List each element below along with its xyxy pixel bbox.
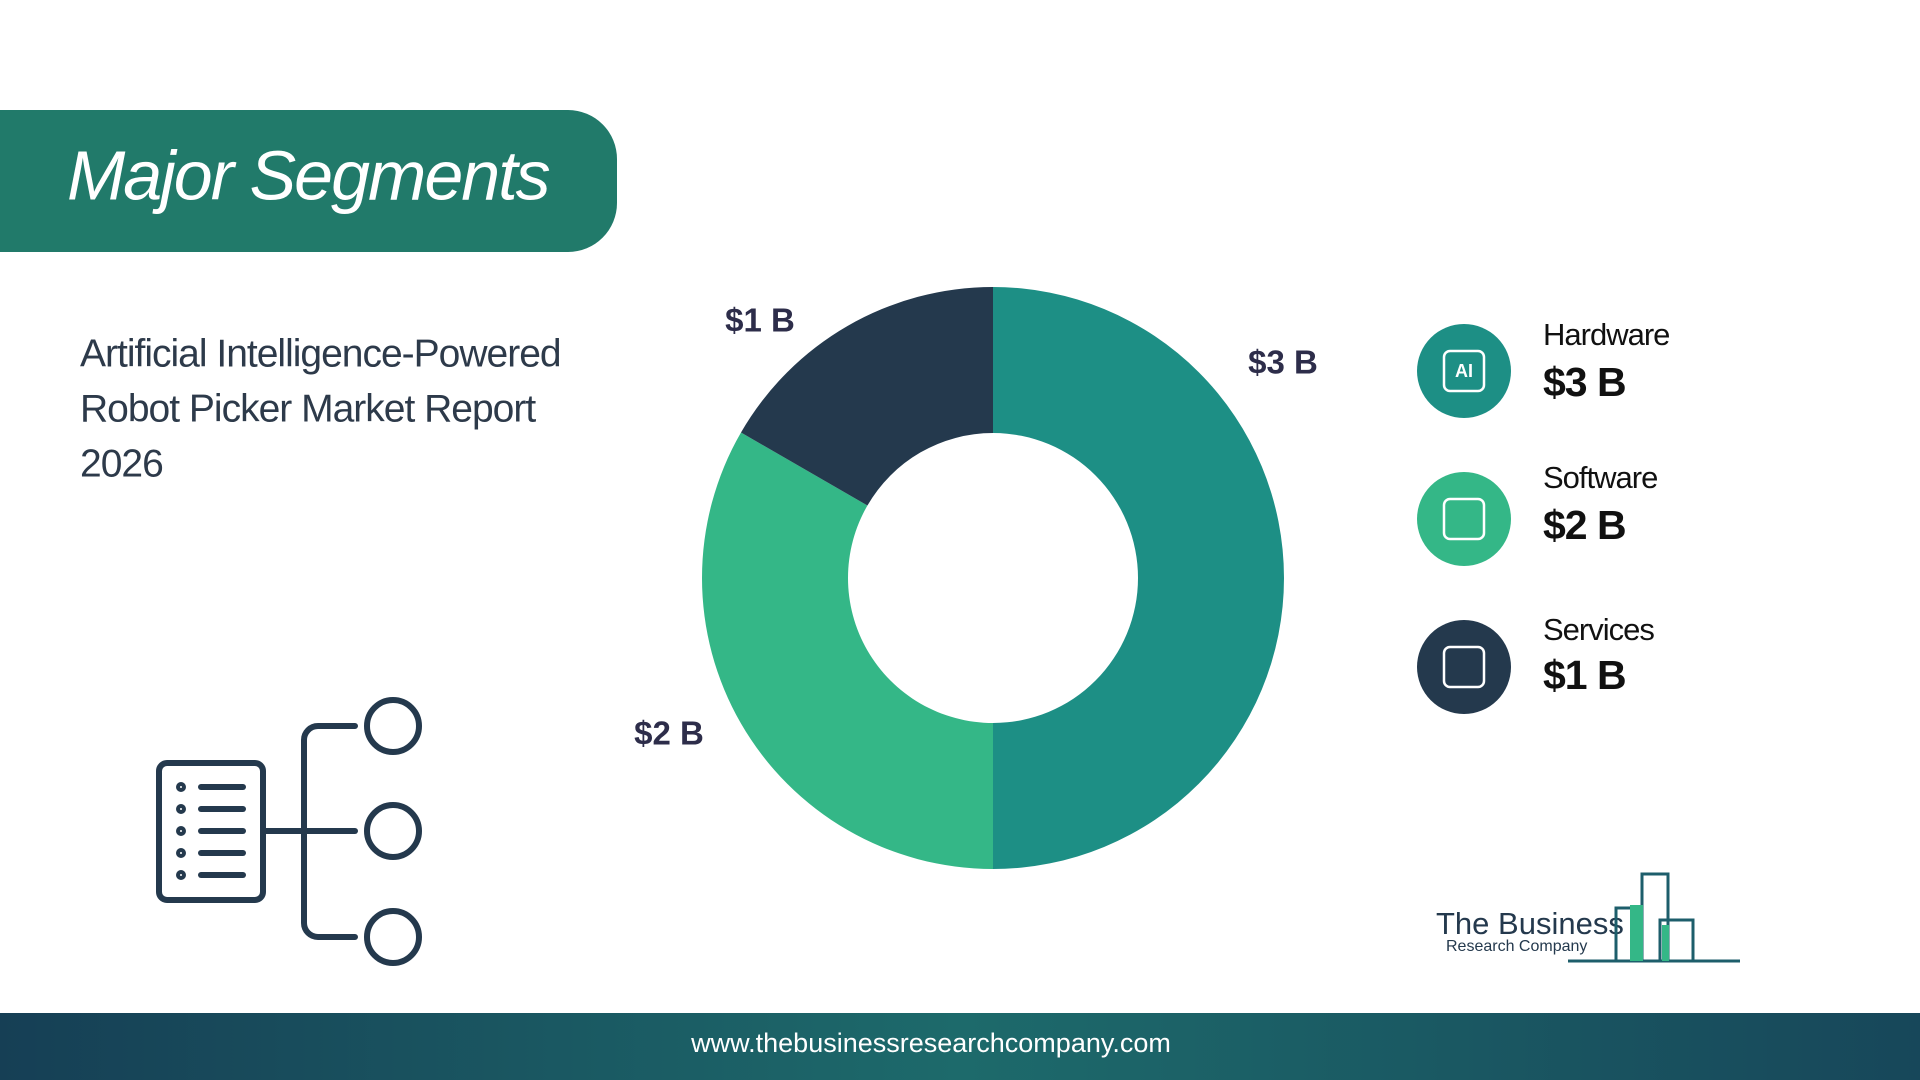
subtitle: Artificial Intelligence-Powered Robot Pi… bbox=[80, 332, 562, 485]
legend-icon bbox=[1417, 620, 1511, 714]
legend-icon-glyph bbox=[1442, 497, 1486, 541]
legend-icon bbox=[1417, 324, 1511, 418]
donut-segment bbox=[702, 432, 993, 869]
footer-url: www.thebusinessresearchcompany.com bbox=[690, 1028, 1171, 1058]
legend-value: $3 B bbox=[1543, 359, 1626, 405]
donut-chart: $3 B $2 B $1 B bbox=[634, 287, 1318, 869]
subtitle-line: Robot Picker Market Report bbox=[80, 387, 536, 430]
legend-icon-glyph bbox=[1442, 645, 1486, 689]
subtitle-line: 2026 bbox=[80, 442, 163, 485]
legend-icon bbox=[1417, 472, 1511, 566]
footer-bar bbox=[0, 1013, 1920, 1080]
donut-segment bbox=[740, 287, 993, 506]
legend-name: Services bbox=[1543, 612, 1654, 647]
list-icon bbox=[156, 697, 422, 966]
data-label: $3 B bbox=[1248, 344, 1318, 381]
legend-value: $2 B bbox=[1543, 502, 1626, 548]
data-label: $2 B bbox=[634, 715, 704, 752]
legend-name: Hardware bbox=[1543, 317, 1669, 352]
header-title: Major Segments bbox=[67, 136, 550, 214]
icon-text: AI bbox=[1455, 361, 1473, 381]
subtitle-line: Artificial Intelligence-Powered bbox=[80, 332, 561, 375]
logo-line2: Research Company bbox=[1446, 938, 1587, 955]
legend: Hardware $3 B Software $2 B Services $1 B AI bbox=[1417, 317, 1670, 714]
data-label: $1 B bbox=[725, 302, 795, 339]
legend-value: $1 B bbox=[1543, 652, 1626, 698]
donut-segment bbox=[993, 287, 1284, 869]
logo: The Business Research Company bbox=[1436, 872, 1740, 963]
legend-name: Software bbox=[1543, 460, 1657, 495]
legend-icon-glyph bbox=[1442, 349, 1486, 393]
header-banner bbox=[0, 110, 617, 252]
logo-line1: The Business bbox=[1436, 906, 1624, 941]
